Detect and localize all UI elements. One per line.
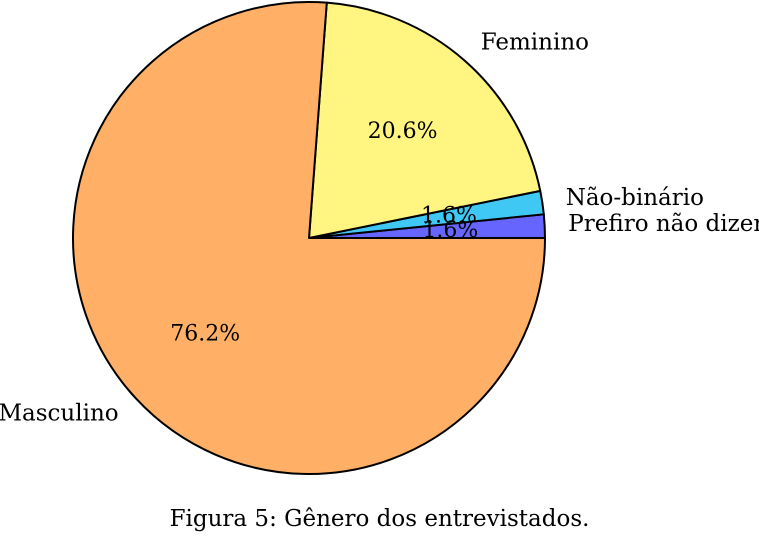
slice-label-feminino: Feminino: [481, 29, 589, 55]
slice-percent-feminino: 20.6%: [368, 119, 438, 144]
slice-label-nao-binario: Não-binário: [566, 185, 704, 211]
slice-label-prefiro-nao-dizer: Prefiro não dizer: [568, 211, 759, 237]
pie-slices: [72, 1, 547, 475]
pie-slice-feminino: [308, 1, 542, 239]
pie-labels: Prefiro não dizer 1.6% Não-binário 1.6% Femi…: [0, 29, 759, 426]
figure-caption: Figura 5: Gênero dos entrevistados.: [169, 506, 590, 532]
slice-percent-nao-binario: 1.6%: [421, 204, 477, 229]
slice-percent-prefiro-nao-dizer: 1.6%: [422, 218, 478, 243]
slice-label-masculino: Masculino: [0, 401, 119, 427]
pie-slice-masculino: [72, 1, 546, 475]
slice-percent-masculino: 76.2%: [170, 321, 240, 346]
